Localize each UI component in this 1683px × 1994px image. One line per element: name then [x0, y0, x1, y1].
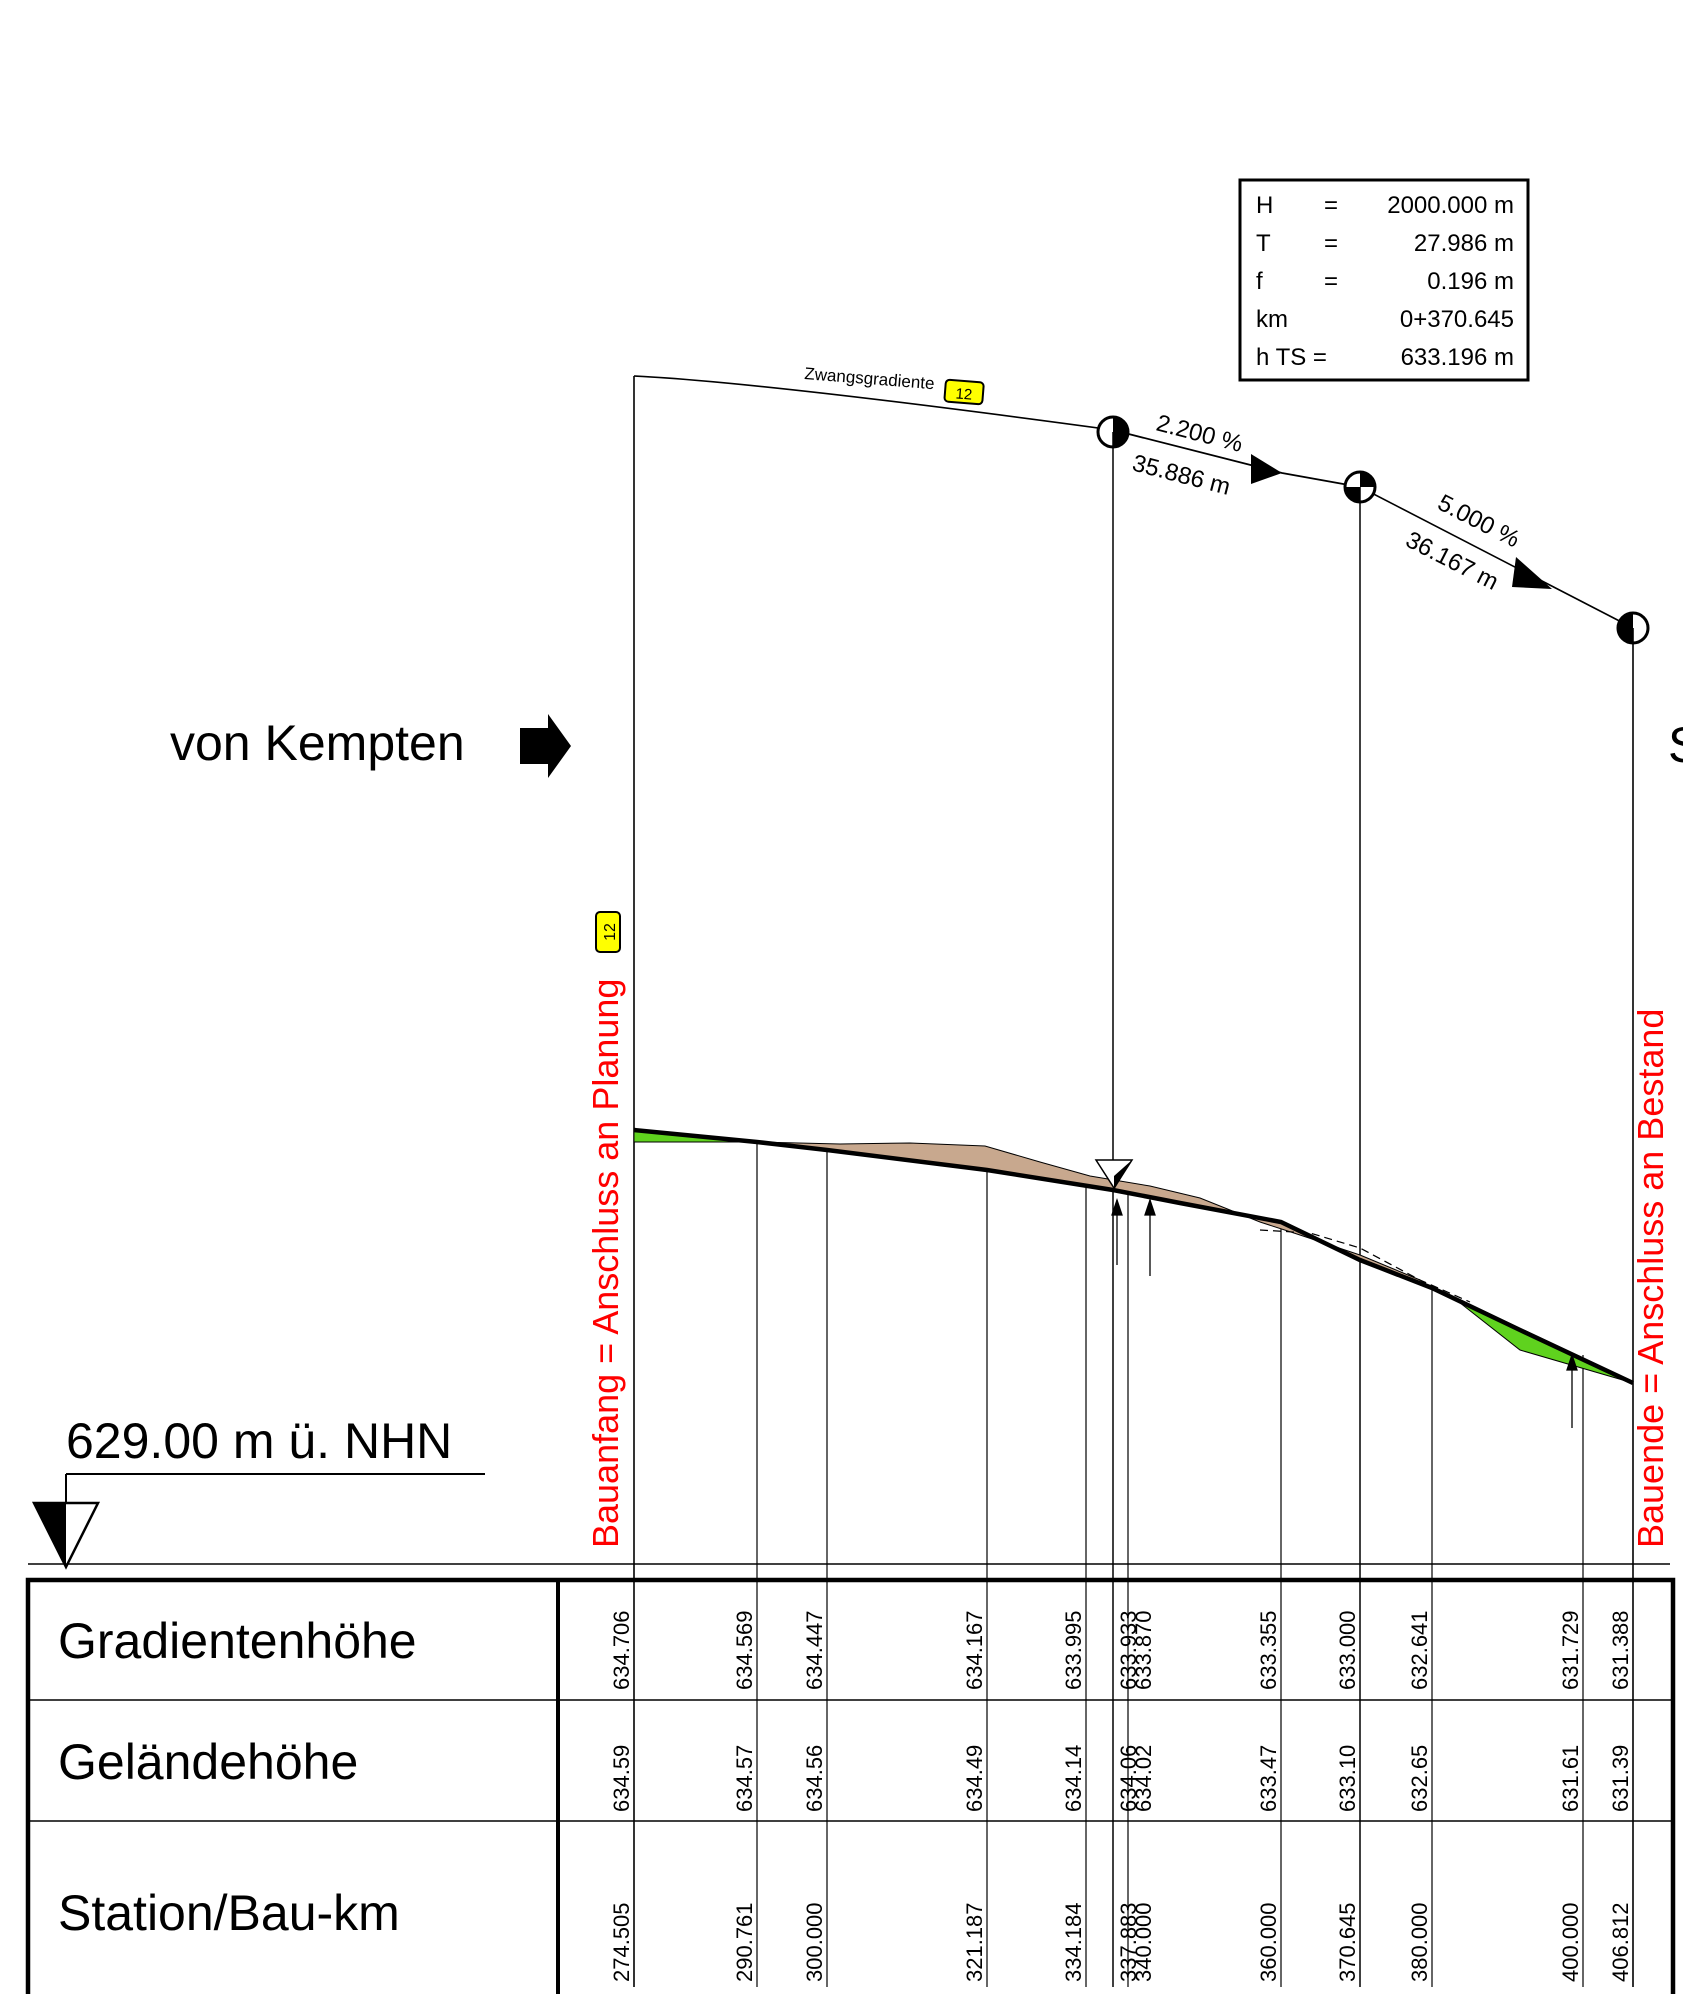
zwangsgradiente-line: [633, 375, 1114, 431]
direction-arrow-icon: [520, 714, 571, 778]
header-gelaendehoehe: Geländehöhe: [58, 1734, 358, 1790]
curve-key-t: T: [1256, 230, 1271, 257]
gradient-value: 633.995: [1061, 1610, 1086, 1690]
curve-eq-h: =: [1324, 192, 1338, 219]
gradient-value: 631.729: [1558, 1610, 1583, 1690]
terrain-value: 634.56: [802, 1745, 827, 1812]
header-gradientenhoehe: Gradientenhöhe: [58, 1613, 417, 1669]
terrain-value: 634.57: [732, 1745, 757, 1812]
zwangsgradiente-badge: 12: [943, 378, 985, 406]
low-point-marker-fill: [1114, 1160, 1132, 1190]
curve-parameter-box: H = 2000.000 m T = 27.986 m f = 0.196 m …: [1238, 178, 1530, 382]
badge-number: 12: [955, 385, 973, 403]
terrain-value: 634.14: [1061, 1745, 1086, 1812]
station-value: 337.883: [1116, 1902, 1141, 1982]
station-value: 321.187: [962, 1902, 987, 1982]
station-value: 340.000: [1131, 1902, 1156, 1982]
curve-value-t: 27.986 m: [1414, 230, 1514, 257]
terrain-value: 631.39: [1608, 1745, 1633, 1812]
bauanfang-badge: 12: [595, 911, 621, 953]
station-value: 274.505: [609, 1902, 634, 1982]
curve-value-f: 0.196 m: [1427, 268, 1514, 295]
grade-arrow-2: [1512, 557, 1552, 589]
curve-eq-f: =: [1324, 268, 1338, 295]
grade-arrow-1: [1251, 454, 1282, 484]
gradient-value: 634.706: [609, 1610, 634, 1690]
station-value: 400.000: [1558, 1902, 1583, 1982]
bauende-label: Bauende = Anschluss an Bestand: [1630, 1009, 1671, 1548]
gradient-line-group: Zwangsgradiente 12 2.200 % 35.886 m 5.00…: [633, 364, 1650, 645]
curve-key-km: km: [1256, 306, 1288, 333]
curve-value-km: 0+370.645: [1400, 306, 1514, 333]
station-value: 334.184: [1061, 1902, 1086, 1982]
curve-value-h: 2000.000 m: [1387, 192, 1514, 219]
bauanfang-label: Bauanfang = Anschluss an Planung: [585, 979, 626, 1548]
gradient-value: 633.000: [1335, 1610, 1360, 1690]
curve-key-h: H: [1256, 192, 1273, 219]
curve-eq-t: =: [1324, 230, 1338, 257]
terrain-value: 632.65: [1407, 1745, 1432, 1812]
station-value: 370.645: [1335, 1902, 1360, 1982]
station-value: 360.000: [1256, 1902, 1281, 1982]
bauanfang-badge-number: 12: [602, 923, 619, 941]
station-value: 290.761: [732, 1902, 757, 1982]
header-station: Station/Bau-km: [58, 1885, 400, 1941]
terrain-value: 634.06: [1116, 1745, 1141, 1812]
terrain-profile: [633, 1127, 1634, 1428]
curve-key-f: f: [1256, 268, 1263, 295]
terrain-value: 633.47: [1256, 1745, 1281, 1812]
terrain-value: 631.61: [1558, 1745, 1583, 1812]
datum-label: 629.00 m ü. NHN: [66, 1413, 452, 1469]
grade-line-2: [1359, 486, 1634, 629]
station-value: 300.000: [802, 1902, 827, 1982]
datum-triangle-half: [34, 1503, 66, 1567]
curve-box-frame: [1238, 178, 1530, 382]
gradient-value: 634.447: [802, 1610, 827, 1690]
cut-off-letter: S: [1668, 717, 1683, 773]
zwangsgradiente-label: Zwangsgradiente: [804, 364, 936, 393]
gradient-value: 634.167: [962, 1610, 987, 1690]
grade1-percent: 2.200 %: [1153, 410, 1245, 458]
table-frame: [25, 1577, 1676, 1994]
station-value: 380.000: [1407, 1902, 1432, 1982]
curve-value-hts: 633.196 m: [1401, 344, 1514, 371]
terrain-value: 634.02: [1131, 1745, 1156, 1812]
station-value: 406.812: [1608, 1902, 1633, 1982]
gradient-value: 632.641: [1407, 1610, 1432, 1690]
gradient-value: 633.933: [1116, 1610, 1141, 1690]
table-cells: 634.706 634.59 274.505 634.569 634.57 290.761…: [609, 1610, 1633, 1982]
direction-label: von Kempten: [170, 715, 465, 771]
height-arrows: [1111, 1197, 1578, 1428]
gradient-value: 633.870: [1131, 1610, 1156, 1690]
terrain-value: 634.49: [962, 1745, 987, 1812]
existing-ground-dashed: [1259, 1229, 1471, 1303]
profile-table: Gradientenhöhe Geländehöhe Station/Bau-k…: [25, 1577, 1676, 1994]
gradient-road-line: [633, 1127, 1634, 1386]
gradient-value: 634.569: [732, 1610, 757, 1690]
terrain-fill: [756, 1141, 1433, 1289]
gradient-value: 633.355: [1256, 1610, 1281, 1690]
curve-key-hts: h TS =: [1256, 344, 1327, 371]
terrain-value: 634.59: [609, 1745, 634, 1812]
gradient-value: 631.388: [1608, 1610, 1633, 1690]
terrain-value: 633.10: [1335, 1745, 1360, 1812]
